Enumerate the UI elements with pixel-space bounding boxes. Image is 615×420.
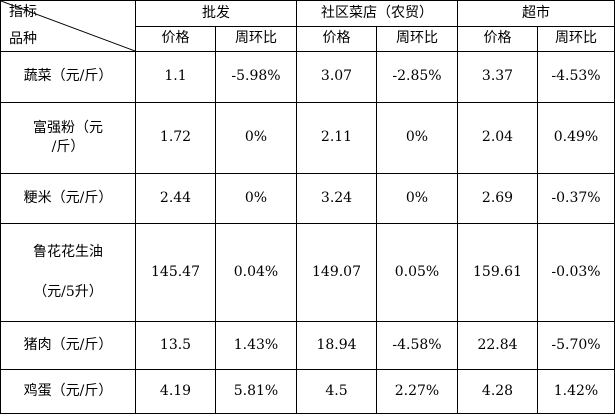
table-cell: 4.19 xyxy=(135,369,216,414)
table-cell: 0% xyxy=(376,102,458,174)
row-label-vegetables: 蔬菜（元/斤） xyxy=(0,51,136,103)
table-cell: 0% xyxy=(215,173,297,224)
table-row: 鲁花花生油 （元/5升） 145.47 0.04% 149.07 0.05% 1… xyxy=(0,223,615,322)
row-label-peanut-oil: 鲁花花生油 （元/5升） xyxy=(0,223,136,322)
table-cell: 1.72 xyxy=(135,102,216,174)
table-cell: 2.69 xyxy=(457,173,538,224)
subheader-wow: 周环比 xyxy=(215,26,297,52)
table-row: 富强粉（元 /斤） 1.72 0% 2.11 0% 2.04 0.49% xyxy=(0,102,615,174)
row-label-rice: 粳米（元/斤） xyxy=(0,173,136,224)
table-row: 粳米（元/斤） 2.44 0% 3.24 0% 2.69 -0.37% xyxy=(0,173,615,224)
table-row: 蔬菜（元/斤） 1.1 -5.98% 3.07 -2.85% 3.37 -4.5… xyxy=(0,51,615,103)
group-header-wholesale: 批发 xyxy=(135,0,297,27)
diagonal-divider xyxy=(1,1,135,51)
table-cell: 22.84 xyxy=(457,321,538,370)
table-cell: 0% xyxy=(376,173,458,224)
table-cell: 159.61 xyxy=(457,223,538,322)
table-cell: 5.81% xyxy=(215,369,297,414)
table-cell: 0.05% xyxy=(376,223,458,322)
corner-label-indicator: 指标 xyxy=(9,4,37,20)
header-row-groups: 指标 品种 批发 社区菜店（农贸） 超市 xyxy=(0,0,615,52)
table-cell: 13.5 xyxy=(135,321,216,370)
corner-label-variety: 品种 xyxy=(9,30,37,47)
table-cell: 18.94 xyxy=(296,321,377,370)
subheader-price: 价格 xyxy=(296,26,377,52)
table-cell: 0% xyxy=(215,102,297,174)
corner-header-cell: 指标 品种 xyxy=(0,0,136,52)
table-cell: 2.11 xyxy=(296,102,377,174)
table-cell: -4.58% xyxy=(376,321,458,370)
subheader-wow: 周环比 xyxy=(537,26,615,52)
row-label-line: 鲁花花生油 xyxy=(33,244,103,260)
table-cell: -2.85% xyxy=(376,51,458,103)
table-cell: 4.28 xyxy=(457,369,538,414)
subheader-price: 价格 xyxy=(135,26,216,52)
table-cell: 0.04% xyxy=(215,223,297,322)
table-cell: -5.98% xyxy=(215,51,297,103)
row-label-flour: 富强粉（元 /斤） xyxy=(0,102,136,174)
group-header-supermarket: 超市 xyxy=(457,0,615,27)
table-cell: 145.47 xyxy=(135,223,216,322)
table-row: 鸡蛋（元/斤） 4.19 5.81% 4.5 2.27% 4.28 1.42% xyxy=(0,369,615,414)
subheader-wow: 周环比 xyxy=(376,26,458,52)
table-cell: 4.5 xyxy=(296,369,377,414)
table-cell: -0.03% xyxy=(537,223,615,322)
table-cell: 3.07 xyxy=(296,51,377,103)
table-cell: 2.04 xyxy=(457,102,538,174)
row-label-line: 富强粉（元 xyxy=(33,120,103,137)
subheader-price: 价格 xyxy=(457,26,538,52)
table-cell: 1.1 xyxy=(135,51,216,103)
row-label-pork: 猪肉（元/斤） xyxy=(0,321,136,370)
table-cell: 3.24 xyxy=(296,173,377,224)
row-label-line: （元/5升） xyxy=(33,283,103,300)
row-label-eggs: 鸡蛋（元/斤） xyxy=(0,369,136,414)
table-cell: 0.49% xyxy=(537,102,615,174)
table-cell: 1.42% xyxy=(537,369,615,414)
group-header-community-store: 社区菜店（农贸） xyxy=(296,0,458,27)
table-cell: 2.44 xyxy=(135,173,216,224)
table-cell: 2.27% xyxy=(376,369,458,414)
table-cell: 1.43% xyxy=(215,321,297,370)
table-cell: 149.07 xyxy=(296,223,377,322)
table-cell: 3.37 xyxy=(457,51,538,103)
table-cell: -4.53% xyxy=(537,51,615,103)
table-cell: -0.37% xyxy=(537,173,615,224)
table-row: 猪肉（元/斤） 13.5 1.43% 18.94 -4.58% 22.84 -5… xyxy=(0,321,615,370)
table-cell: -5.70% xyxy=(537,321,615,370)
row-label-line: /斤） xyxy=(51,139,85,155)
